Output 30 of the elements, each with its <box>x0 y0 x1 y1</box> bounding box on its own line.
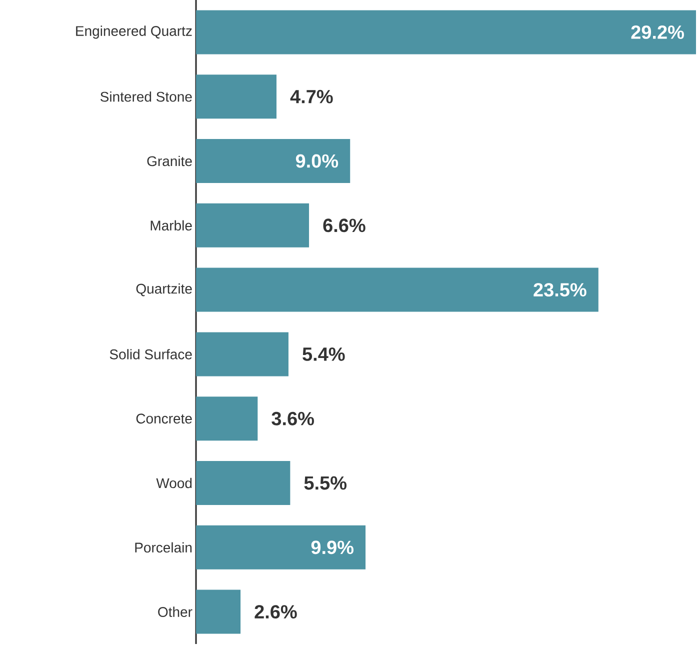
y-tick-label: Sintered Stone <box>100 91 192 102</box>
data-label: 23.5% <box>534 283 586 297</box>
data-label: 3.6% <box>272 412 314 426</box>
bar <box>196 268 598 312</box>
y-tick-label: Solid Surface <box>110 349 192 360</box>
y-tick-label: Marble <box>150 220 192 231</box>
bar <box>196 590 241 634</box>
bar <box>196 525 366 570</box>
bar <box>196 74 276 119</box>
y-tick-label: Concrete <box>136 414 192 424</box>
data-label: 5.5% <box>304 476 347 490</box>
data-label: 5.4% <box>302 348 345 361</box>
y-tick-label: Quartzite <box>136 283 192 296</box>
bar <box>196 461 290 506</box>
bar <box>196 139 350 184</box>
y-tick-label: Wood <box>156 478 192 488</box>
data-label: 6.6% <box>323 218 366 232</box>
data-label: 2.6% <box>254 605 297 619</box>
data-label: 29.2% <box>631 25 684 39</box>
y-tick-label: Granite <box>147 156 192 166</box>
data-label: 9.9% <box>311 540 354 554</box>
y-tick-label: Engineered Quartz <box>76 26 192 39</box>
bar <box>196 332 288 376</box>
bar <box>196 10 696 54</box>
bar <box>196 203 310 248</box>
data-label: 4.7% <box>290 90 333 104</box>
data-label: 9.0% <box>296 154 338 168</box>
y-tick-label: Porcelain <box>135 542 192 553</box>
y-tick-label: Other <box>158 606 192 617</box>
bar <box>196 396 258 441</box>
